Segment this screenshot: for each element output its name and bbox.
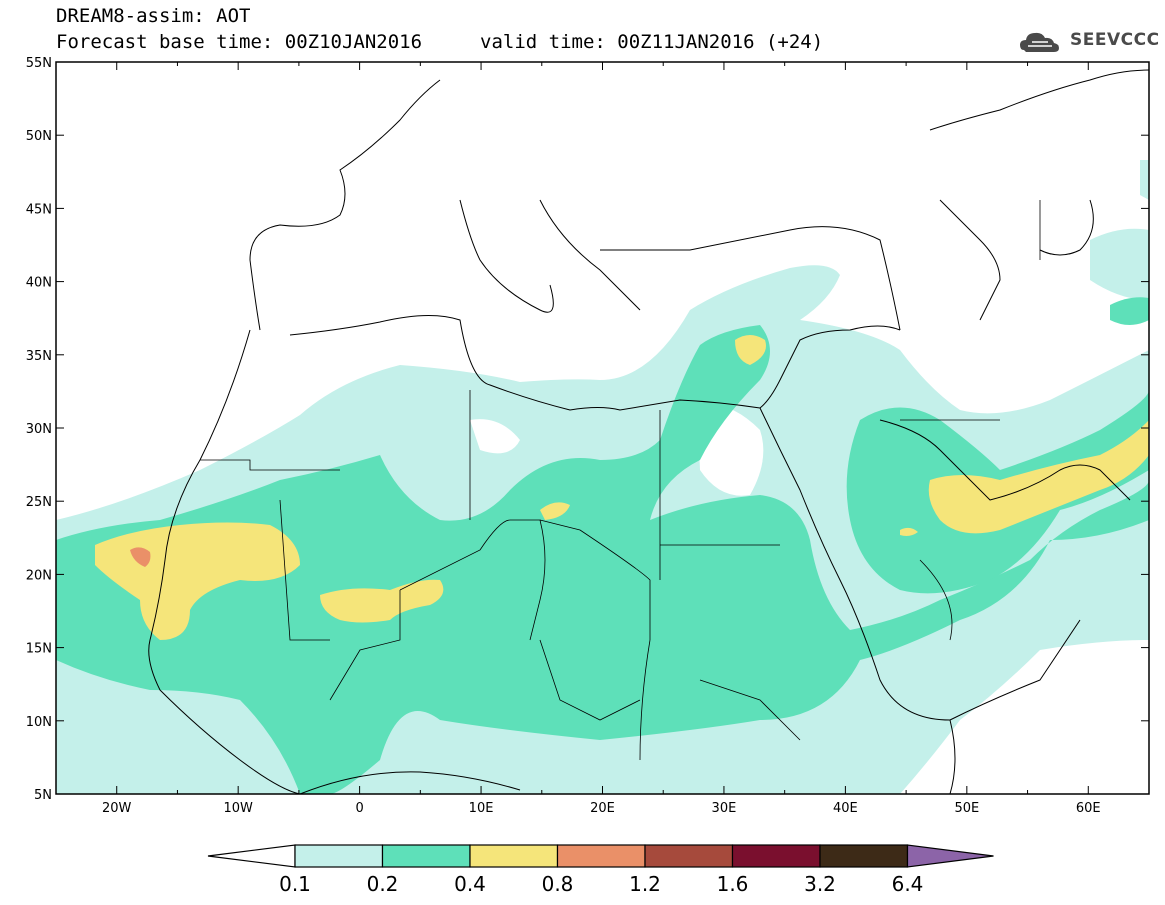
lon-label: 50E (954, 801, 979, 816)
aot-band-0.4-mali (320, 579, 444, 623)
aot-field (56, 69, 1149, 794)
colorbar-label: 3.2 (804, 872, 836, 896)
colorbar-segment (556, 844, 646, 868)
colorbar-segment (469, 844, 559, 868)
borders (200, 200, 1041, 761)
colorbar-segment (731, 844, 821, 868)
valid-time: valid time: 00Z11JAN2016 (+24) (480, 31, 824, 53)
lon-label: 20W (102, 801, 132, 816)
lon-label: 60E (1076, 801, 1101, 816)
colorbar-label: 0.2 (367, 872, 399, 896)
lon-label: 40E (833, 801, 858, 816)
aot-band-0.1-e (1140, 160, 1149, 200)
lon-label: 0 (355, 801, 363, 816)
lat-label: 35N (26, 349, 52, 364)
latitude-axis: 55N 50N 45N 40N 35N 30N 25N 20N 15N 10N 5N (26, 56, 1149, 803)
colorbar: 0.1 0.2 0.4 0.8 1.2 1.6 3.2 6.4 (207, 844, 994, 896)
chart-title: DREAM8-assim: AOT (56, 5, 251, 27)
colorbar-segment (644, 844, 734, 868)
lat-label: 30N (26, 422, 52, 437)
aot-band-0.1-ne (1090, 228, 1149, 300)
colorbar-label: 0.4 (454, 872, 486, 896)
forecast-base-time: Forecast base time: 00Z10JAN2016 (56, 31, 423, 53)
lat-label: 40N (26, 276, 52, 291)
lat-label: 25N (26, 495, 52, 510)
lon-label: 30E (712, 801, 737, 816)
lat-label: 10N (26, 715, 52, 730)
lon-label: 10E (469, 801, 494, 816)
lon-label: 10W (223, 801, 253, 816)
colorbar-under-triangle (207, 844, 296, 868)
lat-label: 55N (26, 56, 52, 71)
aot-band-0.8 (130, 547, 151, 567)
cloud-logo-icon (1020, 32, 1059, 52)
colorbar-label: 0.8 (542, 872, 574, 896)
colorbar-segment (819, 844, 909, 868)
colorbar-label: 1.2 (629, 872, 661, 896)
lat-label: 50N (26, 129, 52, 144)
colorbar-label: 6.4 (892, 872, 924, 896)
lat-label: 5N (34, 788, 52, 803)
aot-band-0.4-libya (540, 502, 570, 520)
coastlines (148, 69, 1149, 794)
lat-label: 45N (26, 202, 52, 217)
aot-band-0.4-gulf (928, 420, 1149, 534)
colorbar-label: 1.6 (717, 872, 749, 896)
lon-label: 20E (590, 801, 615, 816)
aot-band-0.4-cyprus (735, 335, 766, 365)
colorbar-label: 0.1 (279, 872, 311, 896)
logo-text: SEEVCCC (1070, 30, 1160, 50)
colorbar-over-triangle (906, 844, 994, 868)
aot-band-0.2 (56, 325, 1149, 794)
colorbar-segment (381, 844, 471, 868)
lat-label: 15N (26, 642, 52, 657)
colorbar-segment (294, 844, 384, 868)
aot-band-0.2-ne (1110, 297, 1149, 325)
longitude-axis: 20W 10W 0 10E 20E 30E 40E 50E 60E (55, 62, 1150, 816)
lat-label: 20N (26, 568, 52, 583)
